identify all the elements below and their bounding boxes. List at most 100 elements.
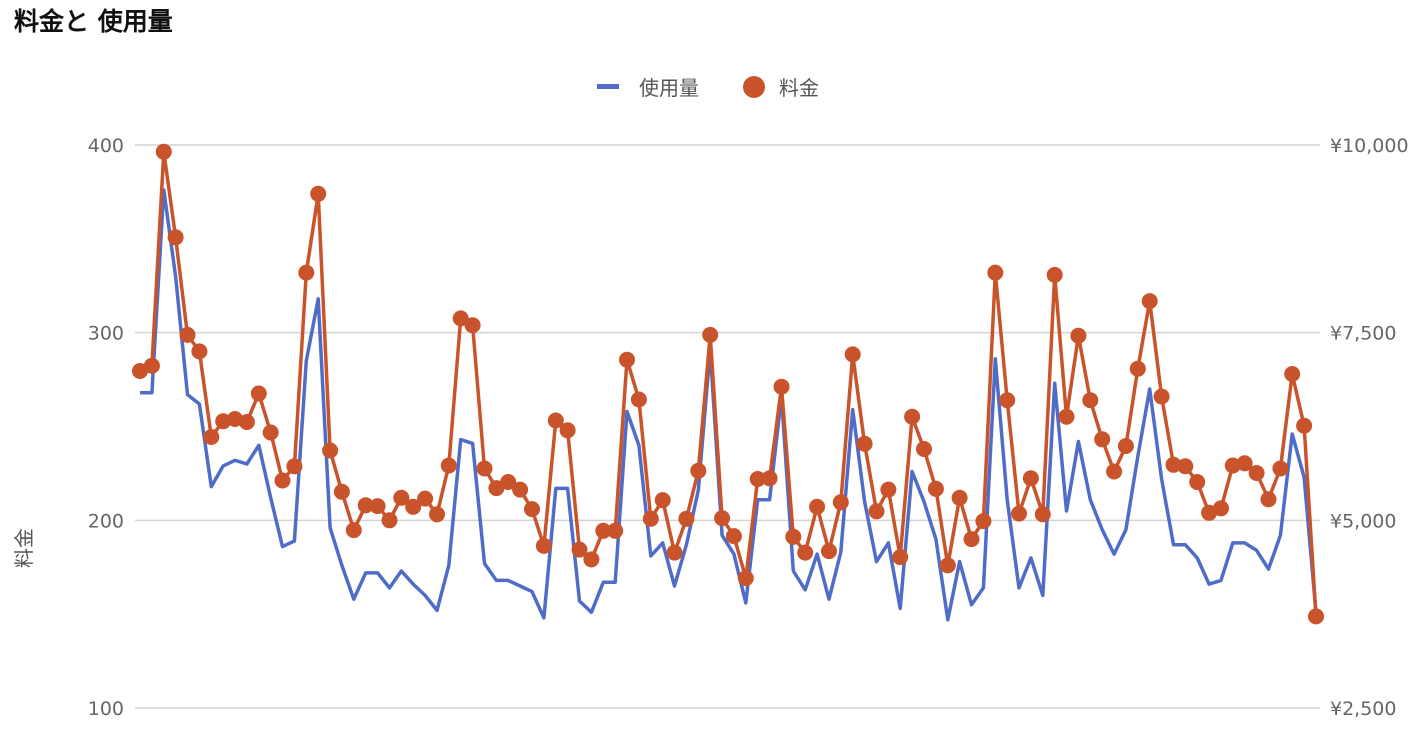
fee-data-point[interactable]	[797, 544, 814, 561]
fee-data-point[interactable]	[452, 310, 469, 327]
legend-item-usage[interactable]: 使用量	[597, 72, 699, 101]
fee-data-point[interactable]	[369, 498, 386, 515]
legend-item-fee[interactable]: 料金	[743, 72, 819, 101]
fee-data-point[interactable]	[203, 429, 220, 445]
fee-data-point[interactable]	[286, 458, 303, 475]
fee-data-point[interactable]	[987, 264, 1004, 281]
fee-data-point[interactable]	[595, 522, 612, 539]
fee-data-point[interactable]	[215, 413, 232, 430]
fee-data-point[interactable]	[1011, 505, 1027, 522]
fee-data-point[interactable]	[322, 442, 339, 459]
fee-data-point[interactable]	[464, 317, 481, 334]
fee-data-point[interactable]	[904, 408, 921, 425]
fee-data-point[interactable]	[1106, 463, 1123, 480]
fee-data-point[interactable]	[880, 481, 897, 498]
fee-data-point[interactable]	[642, 510, 659, 527]
fee-data-point[interactable]	[690, 462, 707, 479]
fee-data-point[interactable]	[725, 528, 742, 545]
fee-data-point[interactable]	[1224, 457, 1241, 474]
fee-data-point[interactable]	[381, 512, 398, 529]
fee-data-point[interactable]	[975, 513, 992, 530]
fee-data-point[interactable]	[832, 494, 849, 511]
fee-data-point[interactable]	[654, 492, 671, 509]
fee-data-point[interactable]	[844, 346, 861, 363]
fee-data-point[interactable]	[155, 143, 172, 160]
fee-data-point[interactable]	[1284, 366, 1301, 382]
fee-data-point[interactable]	[761, 470, 778, 487]
fee-data-point[interactable]	[749, 471, 766, 487]
fee-data-point[interactable]	[666, 544, 683, 561]
fee-data-point[interactable]	[512, 481, 529, 498]
fee-data-point[interactable]	[393, 489, 410, 506]
fee-data-point[interactable]	[1022, 470, 1039, 487]
fee-data-point[interactable]	[1058, 408, 1075, 425]
fee-data-point[interactable]	[1248, 465, 1265, 481]
fee-data-point[interactable]	[191, 343, 208, 360]
fee-data-point[interactable]	[298, 264, 315, 281]
fee-data-point[interactable]	[1153, 388, 1170, 405]
fee-data-point[interactable]	[678, 510, 695, 527]
fee-data-point[interactable]	[559, 422, 576, 439]
fee-data-point[interactable]	[630, 391, 647, 408]
fee-data-point[interactable]	[1094, 431, 1111, 448]
fee-data-point[interactable]	[1070, 327, 1087, 344]
fee-data-point[interactable]	[963, 531, 980, 548]
fee-data-point[interactable]	[132, 363, 148, 379]
fee-data-point[interactable]	[1165, 456, 1182, 473]
fee-data-point[interactable]	[417, 490, 434, 507]
fee-data-point[interactable]	[440, 457, 457, 474]
fee-data-point[interactable]	[262, 424, 279, 441]
fee-data-point[interactable]	[785, 528, 802, 545]
fee-data-point[interactable]	[1272, 460, 1289, 477]
fee-data-point[interactable]	[583, 551, 600, 568]
fee-data-point[interactable]	[1236, 455, 1253, 472]
fee-data-point[interactable]	[951, 489, 968, 506]
fee-data-point[interactable]	[500, 474, 517, 490]
fee-data-point[interactable]	[821, 543, 837, 560]
fee-data-point[interactable]	[1213, 500, 1229, 517]
fee-data-point[interactable]	[179, 326, 196, 343]
fee-data-point[interactable]	[429, 506, 445, 523]
fee-data-point[interactable]	[143, 357, 160, 374]
fee-data-point[interactable]	[1189, 474, 1206, 490]
fee-data-point[interactable]	[927, 480, 944, 497]
fee-data-point[interactable]	[1177, 458, 1194, 475]
fee-data-point[interactable]	[1046, 266, 1063, 283]
fee-data-point[interactable]	[535, 537, 552, 554]
fee-data-point[interactable]	[1129, 360, 1146, 377]
fee-data-point[interactable]	[1260, 491, 1277, 508]
fee-data-point[interactable]	[702, 326, 719, 343]
fee-data-point[interactable]	[274, 472, 291, 489]
fee-data-point[interactable]	[345, 522, 362, 539]
fee-data-point[interactable]	[310, 185, 327, 202]
fee-data-point[interactable]	[1082, 392, 1099, 409]
fee-data-point[interactable]	[488, 480, 505, 497]
fee-data-point[interactable]	[619, 351, 635, 368]
fee-data-point[interactable]	[1296, 417, 1313, 434]
fee-data-point[interactable]	[856, 435, 873, 452]
fee-data-point[interactable]	[1117, 438, 1134, 454]
fee-data-point[interactable]	[916, 441, 932, 457]
fee-data-point[interactable]	[939, 557, 956, 574]
fee-data-point[interactable]	[773, 378, 790, 395]
fee-data-point[interactable]	[238, 414, 255, 430]
fee-data-point[interactable]	[1034, 506, 1051, 523]
fee-data-point[interactable]	[547, 412, 564, 429]
fee-data-point[interactable]	[809, 498, 826, 515]
fee-data-point[interactable]	[607, 522, 624, 539]
fee-data-point[interactable]	[476, 460, 493, 477]
fee-data-point[interactable]	[333, 483, 350, 500]
fee-data-point[interactable]	[868, 503, 885, 520]
fee-data-point[interactable]	[250, 385, 267, 402]
fee-data-point[interactable]	[1308, 608, 1324, 625]
fee-data-point[interactable]	[167, 229, 184, 246]
fee-data-point[interactable]	[714, 510, 731, 527]
fee-data-point[interactable]	[737, 570, 754, 587]
fee-data-point[interactable]	[892, 549, 909, 566]
fee-data-point[interactable]	[571, 541, 588, 558]
fee-data-point[interactable]	[405, 498, 422, 515]
fee-data-point[interactable]	[1141, 293, 1158, 310]
fee-data-point[interactable]	[357, 497, 374, 514]
fee-data-point[interactable]	[524, 501, 540, 518]
fee-data-point[interactable]	[999, 392, 1016, 409]
